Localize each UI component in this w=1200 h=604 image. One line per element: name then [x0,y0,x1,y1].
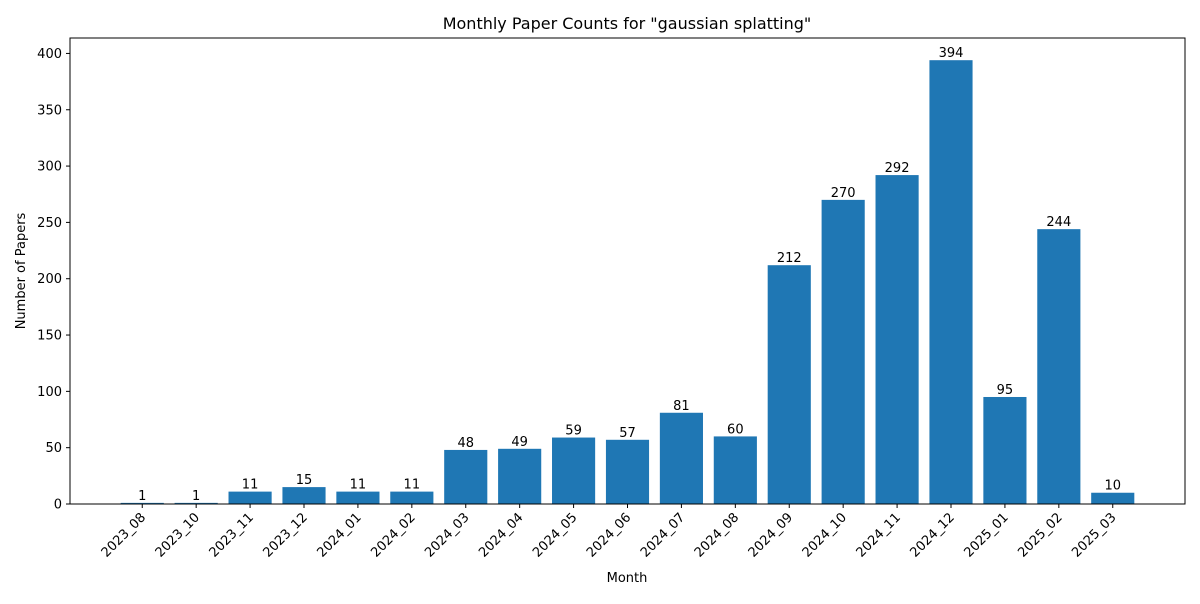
data-label: 292 [885,161,910,176]
x-tick-label: 2024_07 [638,510,688,560]
data-label: 212 [777,251,802,266]
data-label: 59 [565,424,582,439]
data-label: 81 [673,399,690,414]
bar [713,436,757,504]
bar [498,448,542,504]
data-label: 95 [997,383,1014,398]
data-label: 57 [619,426,636,441]
x-tick-label: 2024_02 [368,510,418,560]
y-tick-label: 50 [45,441,62,456]
bar [929,60,973,504]
bar [875,175,919,504]
y-axis-label: Number of Papers [14,212,29,329]
bar [228,491,272,504]
x-tick-label: 2024_05 [530,510,580,560]
bar [552,437,596,504]
data-label: 244 [1046,215,1071,230]
plot-frame [69,37,1186,505]
x-tick-label: 2024_09 [746,510,796,560]
x-tick-label: 2023_08 [99,510,149,560]
x-tick-label: 2025_03 [1069,510,1119,560]
data-label: 10 [1104,479,1121,494]
x-tick-label: 2024_04 [476,510,526,560]
y-tick-label: 0 [54,498,62,513]
x-tick-label: 2023_10 [153,510,203,560]
x-tick-label: 2024_08 [692,510,742,560]
x-tick-label: 2023_11 [207,510,257,560]
bar [120,502,164,504]
data-label: 270 [831,186,856,201]
chart-title: Monthly Paper Counts for "gaussian splat… [443,14,812,33]
y-tick-label: 200 [37,272,62,287]
y-tick-label: 100 [37,385,62,400]
bar [390,491,434,504]
bar [605,439,650,504]
bar [174,502,218,504]
bar [1037,229,1081,504]
y-tick-label: 150 [37,329,62,344]
x-tick-label: 2024_01 [314,510,364,560]
data-label: 1 [138,489,146,504]
data-label: 394 [939,46,964,61]
data-label: 11 [242,478,259,493]
x-tick-label: 2024_12 [908,510,958,560]
bar [659,412,703,504]
data-label: 11 [404,478,421,493]
data-label: 1 [192,489,200,504]
data-label: 11 [350,478,367,493]
bar [1091,492,1135,504]
x-tick-label: 2025_02 [1015,510,1065,560]
bar [821,199,865,504]
x-tick-label: 2024_10 [800,510,850,560]
y-tick-label: 350 [37,103,62,118]
bar [983,396,1027,504]
x-tick-label: 2024_06 [584,510,634,560]
y-tick-label: 400 [37,47,62,62]
x-tick-label: 2023_12 [261,510,311,560]
x-tick-label: 2024_03 [422,510,472,560]
x-tick-label: 2025_01 [961,510,1011,560]
bar [282,487,326,504]
x-axis-label: Month [607,571,648,586]
data-label: 48 [457,436,474,451]
bar [444,449,488,504]
bar [767,265,811,504]
x-tick-label: 2024_11 [854,510,904,560]
data-label: 60 [727,422,744,437]
y-tick-label: 250 [37,216,62,231]
bar [336,491,380,504]
data-label: 15 [296,473,313,488]
data-label: 49 [511,435,528,450]
y-tick-label: 300 [37,160,62,175]
